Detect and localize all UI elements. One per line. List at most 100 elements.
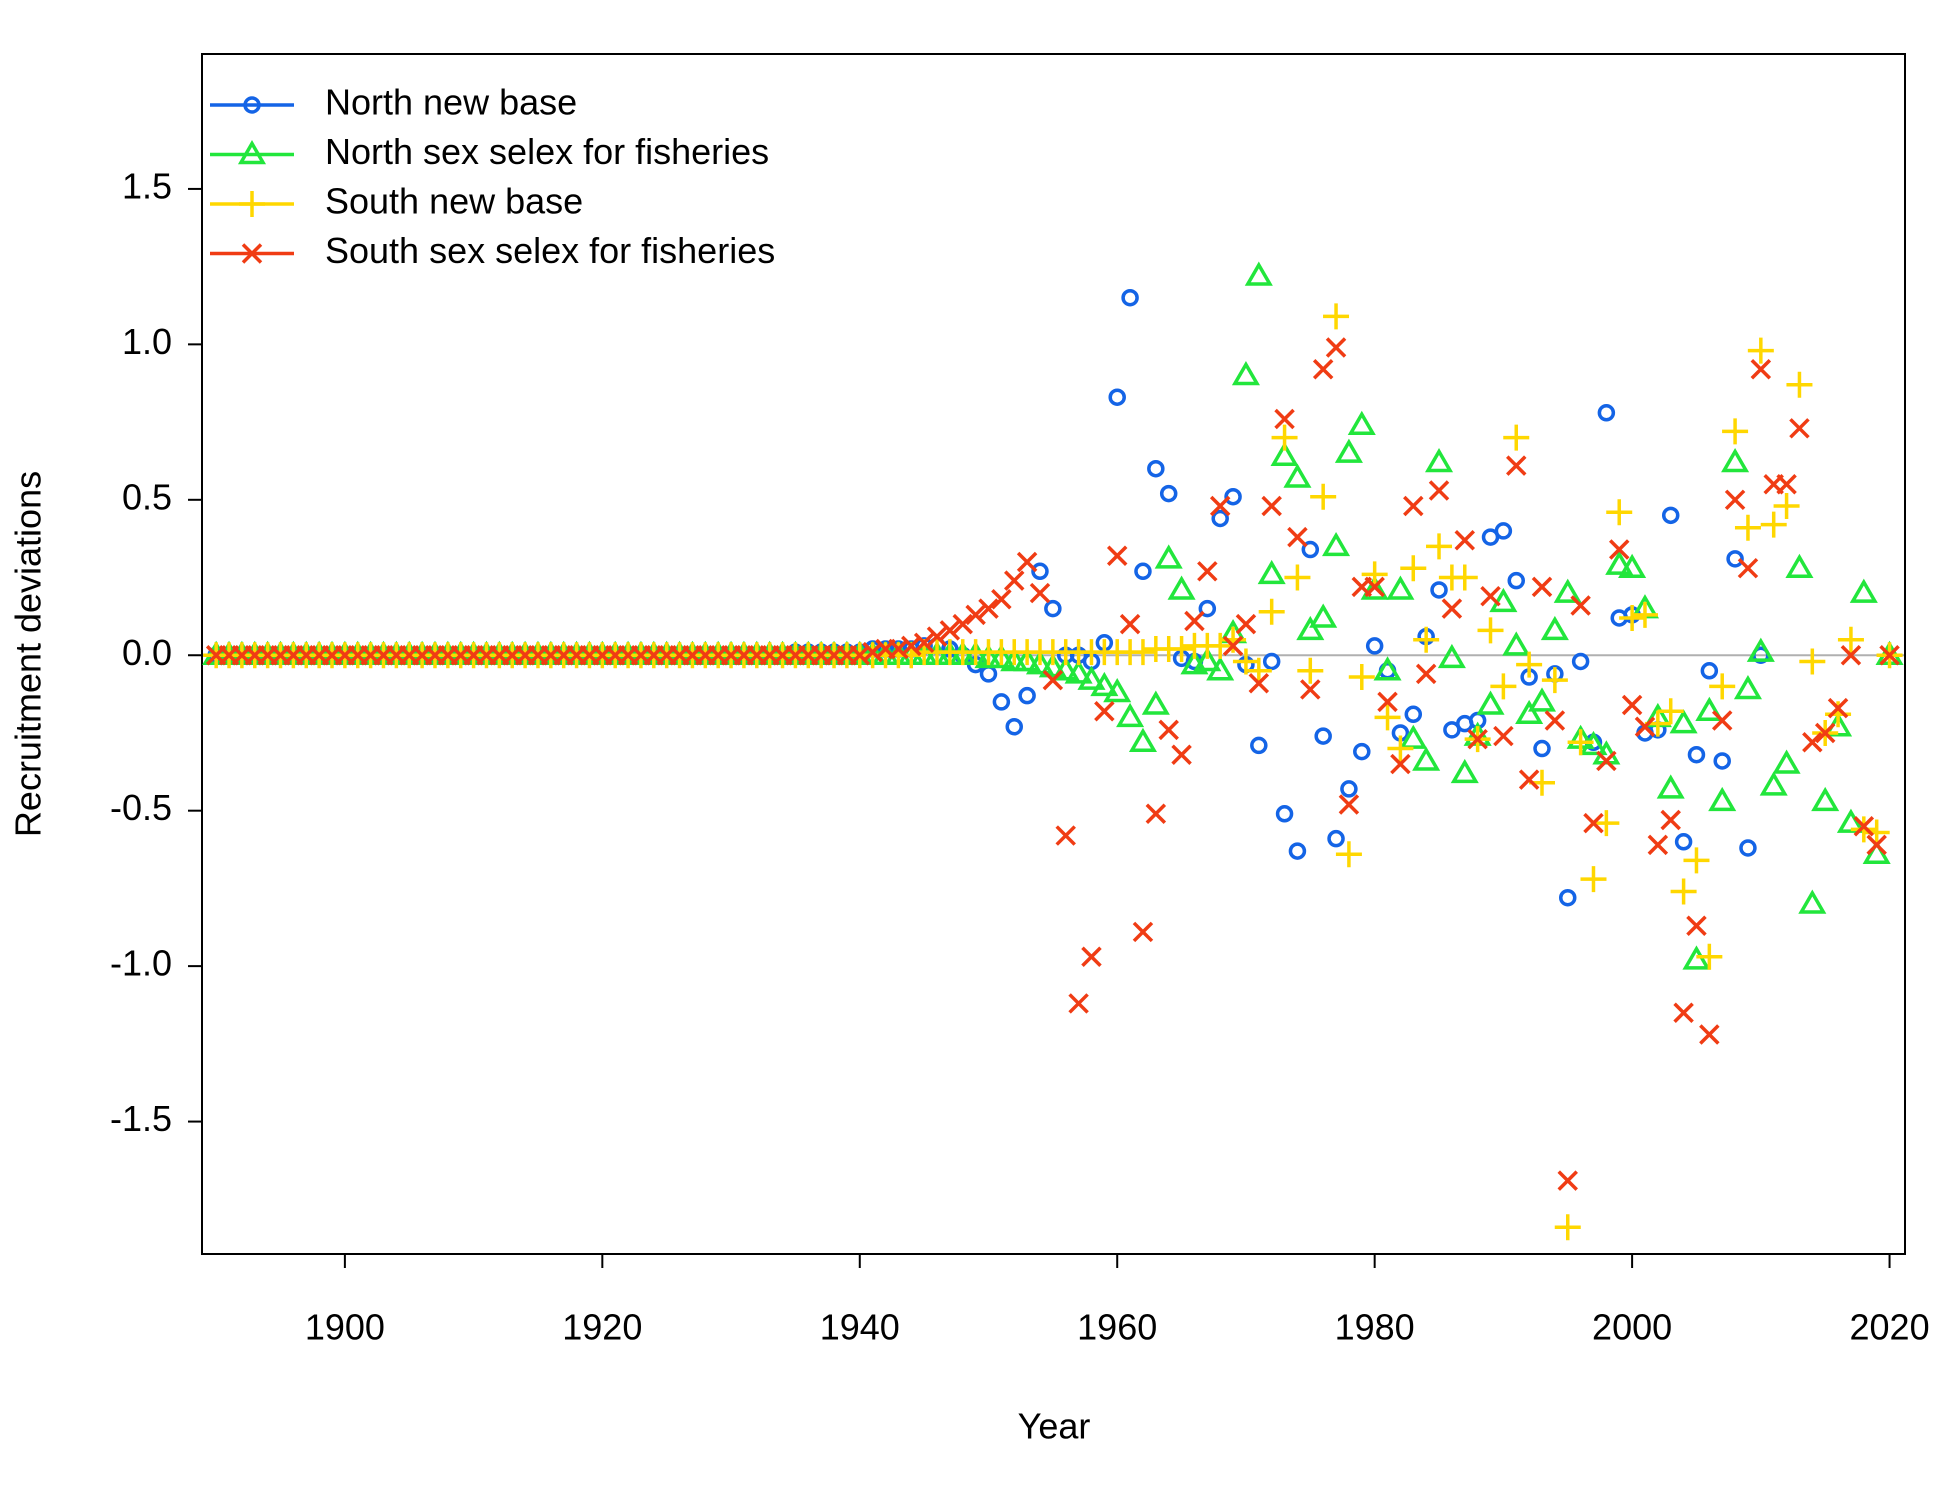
- point: [1271, 424, 1298, 451]
- point: [1554, 1214, 1581, 1241]
- point: [1674, 833, 1693, 851]
- point: [1739, 839, 1757, 857]
- point: [1746, 637, 1775, 662]
- point: [1094, 700, 1115, 722]
- point: [1493, 725, 1514, 747]
- point: [1154, 544, 1183, 569]
- point: [1106, 545, 1128, 566]
- point: [1325, 337, 1347, 358]
- point: [1567, 729, 1594, 756]
- point: [1390, 753, 1411, 775]
- point: [1553, 578, 1582, 603]
- point: [1068, 993, 1089, 1014]
- point: [1270, 441, 1299, 467]
- y-tick-label: -0.5: [110, 787, 172, 828]
- point: [1029, 582, 1051, 604]
- point: [1597, 404, 1616, 422]
- point: [1248, 672, 1270, 694]
- point: [1132, 921, 1154, 943]
- point: [1811, 786, 1840, 812]
- point: [1309, 603, 1338, 628]
- point: [1365, 637, 1384, 655]
- x-axis-label: Year: [1018, 1406, 1091, 1447]
- point: [1193, 646, 1222, 672]
- point: [1404, 705, 1423, 724]
- point: [1361, 561, 1388, 588]
- point: [1025, 650, 1055, 675]
- point: [1494, 522, 1513, 540]
- point: [1879, 645, 1900, 666]
- point: [1081, 946, 1102, 968]
- point: [1300, 679, 1321, 700]
- point: [1386, 575, 1415, 600]
- series: [205, 337, 1900, 1191]
- point: [1713, 752, 1731, 770]
- point: [1171, 744, 1192, 765]
- point: [1374, 704, 1401, 731]
- point: [1051, 656, 1080, 681]
- x-tick-label: 2000: [1592, 1307, 1672, 1348]
- point: [992, 693, 1011, 711]
- point: [1825, 701, 1852, 728]
- point: [1426, 533, 1453, 560]
- point: [1814, 722, 1836, 744]
- point: [1274, 408, 1295, 430]
- point: [1866, 834, 1887, 856]
- legend-marker: [241, 243, 263, 264]
- point: [1657, 698, 1684, 725]
- point: [1441, 598, 1463, 619]
- point: [1580, 866, 1607, 893]
- point: [1451, 564, 1478, 591]
- y-tick-label: -1.0: [110, 943, 172, 984]
- point: [1322, 531, 1351, 557]
- point: [1335, 841, 1362, 868]
- point: [1004, 570, 1025, 591]
- point: [1695, 696, 1724, 721]
- y-tick-label: 0.0: [122, 632, 172, 673]
- point: [1168, 636, 1195, 663]
- point: [1711, 710, 1733, 731]
- point: [1798, 889, 1827, 914]
- point: [1310, 483, 1337, 510]
- point: [1557, 1170, 1578, 1191]
- point: [1403, 495, 1424, 517]
- point: [1476, 690, 1505, 715]
- y-tick-label: 1.0: [122, 321, 172, 362]
- x-tick-label: 1920: [562, 1307, 642, 1348]
- point: [1222, 635, 1244, 657]
- point: [1235, 613, 1257, 635]
- point: [1789, 418, 1810, 439]
- point: [1647, 834, 1669, 856]
- point: [1340, 780, 1358, 798]
- point: [926, 626, 948, 647]
- point: [1558, 888, 1577, 907]
- point: [1477, 617, 1504, 644]
- point: [1700, 662, 1719, 680]
- point: [1760, 511, 1787, 538]
- plot-frame: [201, 53, 1906, 1255]
- point: [1327, 829, 1345, 848]
- point: [1669, 709, 1698, 734]
- point: [1583, 812, 1604, 834]
- legend-marker: [237, 140, 267, 165]
- point: [1531, 576, 1553, 598]
- point: [1287, 526, 1308, 548]
- point: [1785, 553, 1814, 578]
- point: [1184, 610, 1205, 632]
- point: [1737, 557, 1759, 579]
- point: [1250, 736, 1268, 755]
- point: [1257, 559, 1286, 585]
- point: [1301, 540, 1320, 559]
- point: [1618, 553, 1647, 578]
- point: [1262, 652, 1281, 671]
- point: [1634, 716, 1656, 737]
- point: [1055, 825, 1076, 846]
- point: [1129, 639, 1156, 666]
- point: [1283, 463, 1312, 488]
- point: [1338, 794, 1360, 815]
- point: [1275, 805, 1294, 823]
- point: [1145, 803, 1167, 825]
- point: [1533, 739, 1551, 758]
- point: [1776, 474, 1797, 495]
- point: [1840, 645, 1862, 666]
